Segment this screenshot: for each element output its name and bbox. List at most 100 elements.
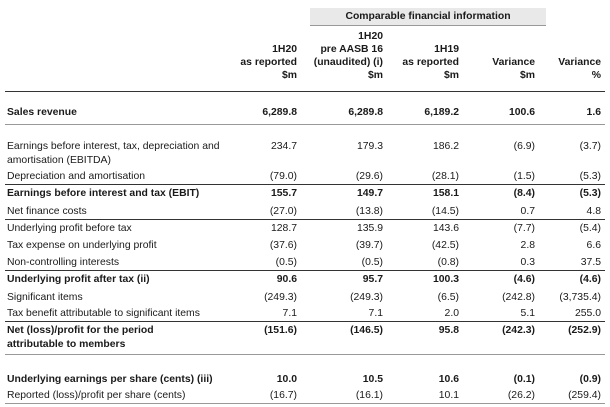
cell-value: (242.8) bbox=[502, 292, 535, 303]
cell-value: 186.2 bbox=[432, 141, 459, 152]
cell-value: (151.6) bbox=[264, 325, 297, 336]
cell-value: 155.7 bbox=[270, 188, 297, 199]
cell-value: 95.7 bbox=[362, 274, 383, 285]
cell-value: 10.0 bbox=[276, 374, 297, 385]
row-label: Earnings before interest and tax (EBIT) bbox=[7, 188, 200, 199]
cell-value: 6,189.2 bbox=[424, 107, 459, 118]
cell-value: (1.5) bbox=[513, 171, 535, 182]
cell-value: (13.8) bbox=[355, 206, 383, 217]
cell-value: (5.4) bbox=[579, 223, 601, 234]
row-label: Net finance costs bbox=[7, 206, 87, 217]
cell-value: (4.6) bbox=[513, 274, 535, 285]
cell-value: 10.5 bbox=[362, 374, 383, 385]
row-label: Earnings before interest, tax, depreciat… bbox=[7, 141, 220, 152]
cell-value: 90.6 bbox=[276, 274, 297, 285]
row-label: Net (loss)/profit for the period bbox=[7, 325, 154, 336]
cell-value: 10.1 bbox=[438, 390, 459, 401]
header-rule bbox=[5, 91, 605, 92]
col-header-1h19-reported: 1H19 as reported $m bbox=[402, 44, 459, 81]
row-label: Underlying earnings per share (cents) (i… bbox=[7, 374, 213, 385]
cell-value: (42.5) bbox=[431, 240, 459, 251]
comparable-group-title: Comparable financial information bbox=[345, 11, 511, 22]
cell-value: (0.9) bbox=[579, 374, 601, 385]
cell-value: 37.5 bbox=[580, 257, 601, 268]
cell-value: 128.7 bbox=[270, 223, 297, 234]
cell-value: 2.8 bbox=[520, 240, 535, 251]
table-bottom-rule bbox=[5, 403, 605, 404]
cell-value: (259.4) bbox=[568, 390, 601, 401]
cell-value: 158.1 bbox=[432, 188, 459, 199]
col-header-1h20-reported: 1H20 as reported $m bbox=[240, 44, 297, 81]
cell-value: (16.1) bbox=[355, 390, 383, 401]
cell-value: 6.6 bbox=[586, 240, 601, 251]
row-label: Depreciation and amortisation bbox=[7, 171, 146, 182]
cell-value: 10.6 bbox=[438, 374, 459, 385]
cell-value: 1.6 bbox=[586, 107, 601, 118]
cell-value: (3.7) bbox=[579, 141, 601, 152]
cell-value: (8.4) bbox=[513, 188, 535, 199]
cell-value: 0.3 bbox=[520, 257, 535, 268]
cell-value: (16.7) bbox=[269, 390, 297, 401]
cell-value: (7.7) bbox=[513, 223, 535, 234]
cell-value: 7.1 bbox=[368, 308, 383, 319]
col-header-1h20-pre-aasb16: 1H20 pre AASB 16 (unaudited) (i) $m bbox=[313, 31, 383, 81]
row-label: Underlying profit before tax bbox=[7, 223, 132, 234]
cell-value: (252.9) bbox=[568, 325, 601, 336]
col-header-variance-dollars: Variance $m bbox=[492, 57, 535, 81]
row-label: Tax expense on underlying profit bbox=[7, 240, 157, 251]
cell-value: 143.6 bbox=[432, 223, 459, 234]
row-label: Sales revenue bbox=[7, 107, 77, 118]
row-label: Reported (loss)/profit per share (cents) bbox=[7, 390, 186, 401]
cell-value: (146.5) bbox=[350, 325, 383, 336]
cell-value: (79.0) bbox=[269, 171, 297, 182]
cell-value: (26.2) bbox=[507, 390, 535, 401]
cell-value: (0.8) bbox=[437, 257, 459, 268]
row-label-line2: attributable to members bbox=[7, 339, 126, 350]
cell-value: (28.1) bbox=[431, 171, 459, 182]
cell-value: 255.0 bbox=[574, 308, 601, 319]
cell-value: 179.3 bbox=[356, 141, 383, 152]
row-divider bbox=[5, 124, 605, 125]
cell-value: (29.6) bbox=[355, 171, 383, 182]
cell-value: 95.8 bbox=[438, 325, 459, 336]
cell-value: (5.3) bbox=[579, 171, 601, 182]
cell-value: 100.6 bbox=[508, 107, 535, 118]
cell-value: (242.3) bbox=[502, 325, 535, 336]
comparable-group-band bbox=[310, 8, 546, 25]
cell-value: 4.8 bbox=[586, 206, 601, 217]
row-divider bbox=[5, 219, 605, 220]
cell-value: (0.5) bbox=[361, 257, 383, 268]
cell-value: (39.7) bbox=[355, 240, 383, 251]
cell-value: (27.0) bbox=[269, 206, 297, 217]
cell-value: 6,289.8 bbox=[262, 107, 297, 118]
cell-value: (0.1) bbox=[513, 374, 535, 385]
financial-summary-table: Comparable financial information 1H20 as… bbox=[5, 2, 605, 405]
cell-value: (4.6) bbox=[579, 274, 601, 285]
group-underline bbox=[310, 25, 546, 26]
cell-value: (0.5) bbox=[275, 257, 297, 268]
row-label: Significant items bbox=[7, 292, 83, 303]
cell-value: 0.7 bbox=[520, 206, 535, 217]
cell-value: (3,735.4) bbox=[559, 292, 601, 303]
cell-value: 6,289.8 bbox=[348, 107, 383, 118]
cell-value: 135.9 bbox=[356, 223, 383, 234]
row-label: Non-controlling interests bbox=[7, 257, 120, 268]
cell-value: 7.1 bbox=[282, 308, 297, 319]
row-label-line2: amortisation (EBITDA) bbox=[7, 155, 111, 166]
row-label: Underlying profit after tax (ii) bbox=[7, 274, 150, 285]
cell-value: (37.6) bbox=[269, 240, 297, 251]
cell-value: 234.7 bbox=[270, 141, 297, 152]
cell-value: (5.3) bbox=[579, 188, 601, 199]
cell-value: 149.7 bbox=[356, 188, 383, 199]
cell-value: (249.3) bbox=[264, 292, 297, 303]
row-label: Tax benefit attributable to significant … bbox=[7, 308, 200, 319]
row-divider bbox=[5, 354, 605, 355]
cell-value: (249.3) bbox=[350, 292, 383, 303]
cell-value: 2.0 bbox=[444, 308, 459, 319]
col-header-variance-percent: Variance % bbox=[558, 57, 601, 81]
cell-value: 5.1 bbox=[520, 308, 535, 319]
cell-value: (6.9) bbox=[513, 141, 535, 152]
row-divider bbox=[5, 321, 605, 322]
cell-value: (14.5) bbox=[431, 206, 459, 217]
cell-value: 100.3 bbox=[432, 274, 459, 285]
